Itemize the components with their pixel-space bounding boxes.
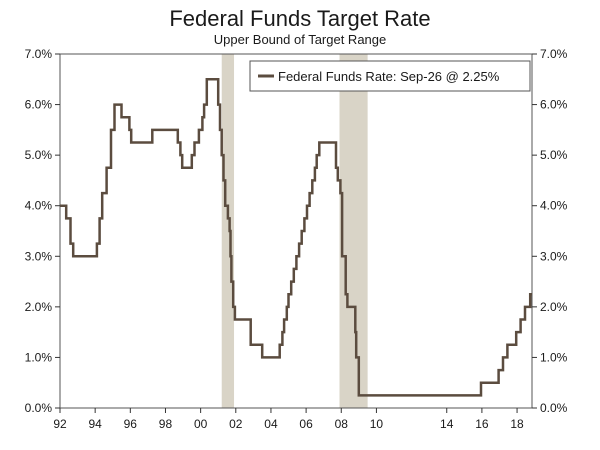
y-tick-label-right: 6.0% (540, 98, 568, 112)
y-tick-label-left: 2.0% (25, 300, 53, 314)
chart-subtitle: Upper Bound of Target Range (213, 32, 387, 47)
x-tick-label: 18 (510, 417, 524, 431)
y-tick-label-left: 5.0% (25, 148, 53, 162)
x-tick-label: 14 (440, 417, 454, 431)
x-tick-label: 16 (475, 417, 489, 431)
y-tick-label-right: 1.0% (540, 350, 568, 364)
y-tick-label-right: 2.0% (540, 300, 568, 314)
y-tick-label-right: 5.0% (540, 148, 568, 162)
x-tick-label: 10 (370, 417, 384, 431)
y-tick-label-left: 3.0% (25, 249, 53, 263)
x-tick-label: 94 (88, 417, 102, 431)
x-tick-label: 04 (264, 417, 278, 431)
x-tick-label: 96 (124, 417, 138, 431)
x-tick-label: 02 (229, 417, 243, 431)
y-tick-label-right: 0.0% (540, 401, 568, 415)
y-tick-label-right: 7.0% (540, 47, 568, 61)
x-tick-label: 00 (194, 417, 208, 431)
series-line-0 (60, 78, 532, 397)
legend-box (249, 60, 531, 92)
y-tick-label-left: 7.0% (25, 47, 53, 61)
y-tick-label-right: 3.0% (540, 249, 568, 263)
y-tick-label-left: 6.0% (25, 98, 53, 112)
y-tick-label-left: 1.0% (25, 350, 53, 364)
x-tick-label: 92 (53, 417, 67, 431)
y-tick-label-left: 0.0% (25, 401, 53, 415)
x-tick-label: 08 (335, 417, 349, 431)
recession-band-1 (339, 54, 368, 408)
y-tick-label-right: 4.0% (540, 199, 568, 213)
chart-title: Federal Funds Target Rate (169, 6, 431, 31)
recession-band-0 (221, 54, 235, 408)
x-tick-label: 06 (299, 417, 313, 431)
y-tick-label-left: 4.0% (25, 199, 53, 213)
x-tick-label: 98 (159, 417, 173, 431)
plot-frame (59, 53, 533, 409)
legend-label: Federal Funds Rate: Sep-26 @ 2.25% (278, 69, 500, 84)
